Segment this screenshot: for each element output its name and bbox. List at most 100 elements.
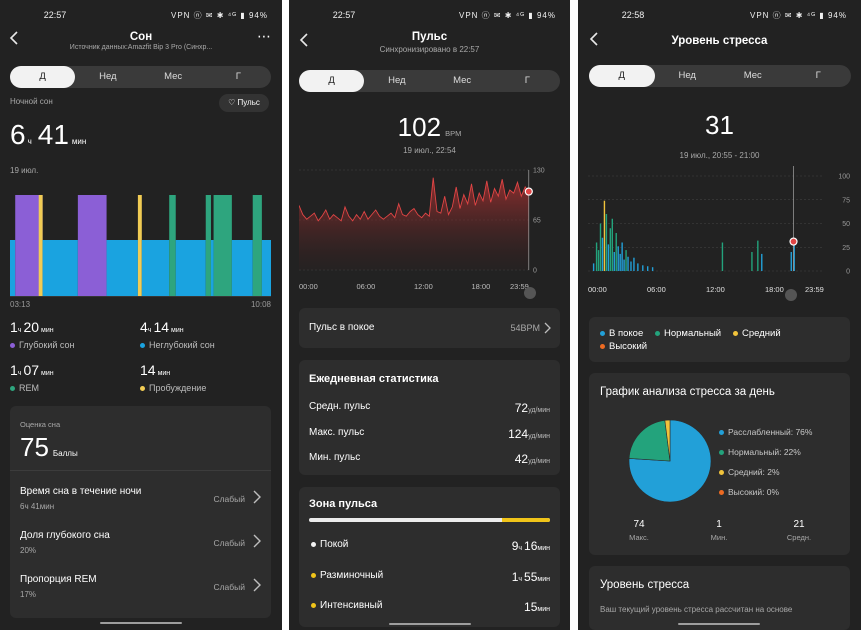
avg-number: 72 — [514, 401, 529, 415]
pulse-value: 102 — [397, 112, 442, 142]
status-icons: VPN ⓝ ✉ ✱ ⁴ᴳ ▮ 94% — [170, 11, 268, 20]
scrub-handle[interactable] — [785, 289, 797, 301]
tab-week[interactable]: Нед — [99, 71, 117, 82]
sleep-segment-light — [10, 240, 16, 296]
resting-pulse-row[interactable]: Пульс в покое 54BPM — [299, 308, 560, 348]
pie-slice-Средний — [664, 419, 671, 462]
home-indicator[interactable] — [678, 623, 760, 625]
status-icons: VPN ⓝ ✉ ✱ ⁴ᴳ ▮ 94% — [458, 11, 556, 20]
tab-day[interactable]: Д — [299, 70, 365, 92]
stat-max-value: 74 — [633, 519, 645, 530]
zone-dot-icon — [311, 541, 316, 547]
stress-bar — [627, 256, 629, 271]
page-title: Сон — [129, 31, 153, 43]
pie-legend-normal: Нормальный: 22% — [719, 442, 812, 462]
min-unit: уд/мин — [528, 458, 550, 465]
tab-year[interactable]: Г — [524, 75, 530, 86]
x-tick-label: 23:59 — [805, 285, 824, 294]
pulse-button[interactable]: ♡ Пульс — [219, 94, 269, 112]
zone-uh: ч — [518, 545, 523, 552]
stress-bar — [651, 267, 654, 271]
home-indicator[interactable] — [100, 622, 182, 624]
stress-legend-card: В покое Нормальный Средний Высокий — [589, 317, 850, 362]
legend-dot-icon — [600, 330, 605, 336]
legend-label: В покое — [609, 328, 644, 339]
rem-label: REM — [19, 383, 39, 393]
tab-year[interactable]: Г — [235, 71, 241, 82]
stress-bar — [603, 200, 606, 271]
sleep-row-deep-share[interactable]: Доля глубокого сна 20% Слабый — [20, 530, 261, 560]
x-tick-label: 23:59 — [510, 282, 529, 291]
legend-medium: Средний — [733, 328, 781, 339]
data-source: Источник данных:Amazfit Bip 3 Pro (Синхр… — [69, 44, 213, 51]
rem-stat: 1ч 07 мин REM — [10, 362, 54, 393]
y-tick-label: 65 — [533, 218, 541, 225]
more-icon[interactable]: ⋯ — [257, 28, 271, 44]
duration-hours: 6 — [10, 119, 26, 150]
sleep-segment-light — [210, 240, 214, 296]
zone-label: Интенсивный — [320, 600, 383, 611]
stress-bar — [633, 257, 635, 271]
sleep-segment-deep — [15, 195, 43, 296]
stress-analysis-card: График анализа стресса за день Расслабле… — [589, 373, 850, 555]
zone-row-intense: Интенсивный — [311, 600, 382, 611]
chevron-right-icon — [253, 490, 261, 509]
tab-day[interactable]: Д — [10, 66, 76, 88]
stress-chart: 00:00 06:00 12:00 18:00 23:59 0 25 50 75 100 — [588, 166, 850, 294]
light-dot-icon — [140, 343, 145, 349]
stress-bar — [630, 261, 632, 271]
y-tick-label: 130 — [533, 168, 545, 175]
rest-label: Пульс в покое — [309, 322, 375, 333]
zone-intense-value: 15мин — [524, 598, 550, 616]
tab-month[interactable]: Мес — [164, 71, 183, 82]
tab-week[interactable]: Нед — [388, 75, 406, 86]
pulse-chart: 00:00 06:00 12:00 18:00 23:59 0 65 130 — [299, 168, 545, 291]
back-icon[interactable] — [589, 32, 599, 49]
home-indicator[interactable] — [389, 623, 471, 625]
zone-label: Покой — [320, 539, 349, 550]
row-rating: Слабый — [213, 538, 245, 548]
zone-dot-icon — [311, 572, 316, 578]
avg-value: 72уд/мин — [515, 399, 550, 417]
row-value: 6ч 41мин — [20, 502, 55, 511]
stress-bar — [601, 237, 604, 271]
legend-low: В покое — [600, 328, 643, 339]
zone-um: мин — [537, 576, 550, 583]
stress-bar — [721, 242, 724, 271]
back-icon[interactable] — [299, 33, 309, 50]
zone-rest-value: 9ч 16мин — [512, 537, 550, 555]
zone-label: Разминочный — [320, 570, 384, 581]
sleep-row-duration[interactable]: Время сна в течение ночи 6ч 41мин Слабый — [20, 486, 261, 516]
stress-bar — [605, 214, 608, 271]
deep-dot-icon — [10, 343, 15, 349]
sleep-score-card: Оценка сна 75 Баллы Время сна в течение н… — [10, 406, 271, 618]
tab-month[interactable]: Мес — [453, 75, 472, 86]
stress-bar — [615, 233, 617, 271]
deep-sleep-stat: 1ч 20 мин Глубокий сон — [10, 319, 74, 350]
zone-um: мин — [537, 606, 550, 613]
stat-min: 1 Мин. — [689, 519, 749, 542]
deep-h: 1 — [10, 319, 18, 335]
max-unit: уд/мин — [528, 433, 550, 440]
pulse-zone-card: Зона пульса Покой 9ч 16мин Разминочный 1ч… — [299, 487, 560, 627]
tab-year[interactable]: Г — [815, 70, 821, 81]
pie-legend-high: Высокий: 0% — [719, 482, 812, 502]
stress-bar — [623, 259, 625, 271]
zone-m: 15 — [524, 600, 538, 614]
sleep-row-rem-share[interactable]: Пропорция REM 17% Слабый — [20, 574, 261, 604]
score-label: Оценка сна — [20, 420, 61, 429]
back-icon[interactable] — [9, 31, 19, 48]
x-tick-label: 12:00 — [706, 285, 725, 294]
scrub-handle[interactable] — [524, 287, 536, 299]
sleep-date: 19 июл. — [10, 166, 39, 175]
zone-row-warmup: Разминочный — [311, 570, 383, 581]
tab-week[interactable]: Нед — [678, 70, 696, 81]
stat-max: 74 Макс. — [609, 519, 669, 542]
page-title: Пульс — [411, 31, 448, 43]
stat-avg: 21 Средн. — [769, 519, 829, 542]
legend-label: Высокий — [609, 341, 648, 352]
stress-bar — [642, 265, 644, 271]
tab-day[interactable]: Д — [589, 65, 655, 87]
x-tick-label: 12:00 — [414, 282, 433, 291]
tab-month[interactable]: Мес — [743, 70, 762, 81]
